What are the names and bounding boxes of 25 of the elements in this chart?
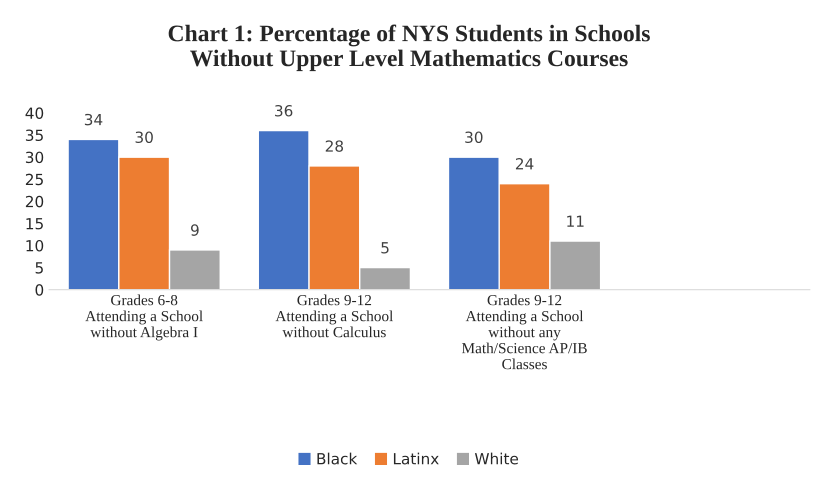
y-tick-label: 35 <box>26 129 43 142</box>
x-tick-label: Grades 9-12 Attending a School without Calculus <box>276 294 394 338</box>
legend-label: Black <box>317 452 358 464</box>
y-tick-label: 30 <box>26 152 44 164</box>
data-label: 30 <box>465 131 483 144</box>
y-tick-label: 40 <box>26 107 44 119</box>
data-label: 34 <box>84 114 102 126</box>
legend-label: White <box>474 452 518 464</box>
y-tick-label: 5 <box>36 262 43 274</box>
data-label: 24 <box>516 158 534 170</box>
x-tick-label: Grades 9-12 Attending a School without any Math/Science AP/IB Classes <box>462 294 587 370</box>
legend-label: Latinx <box>394 452 439 464</box>
y-tick-label: 10 <box>26 240 44 252</box>
y-tick-label: 25 <box>26 174 43 186</box>
chart-title: Chart 1: Percentage of NYS Students in Schools Without Upper Level Mathematics Courses <box>168 24 650 72</box>
data-label: 36 <box>275 104 292 117</box>
y-tick-label: 20 <box>26 196 44 208</box>
data-label: 9 <box>190 224 199 236</box>
data-label: 5 <box>381 242 389 254</box>
data-label: 30 <box>136 131 153 144</box>
y-tick-label: 0 <box>36 284 44 296</box>
data-label: 11 <box>567 216 584 227</box>
y-tick-label: 15 <box>26 218 43 230</box>
data-label: 28 <box>326 140 344 152</box>
x-tick-label: Grades 6-8 Attending a School without Algebra I <box>85 294 203 340</box>
